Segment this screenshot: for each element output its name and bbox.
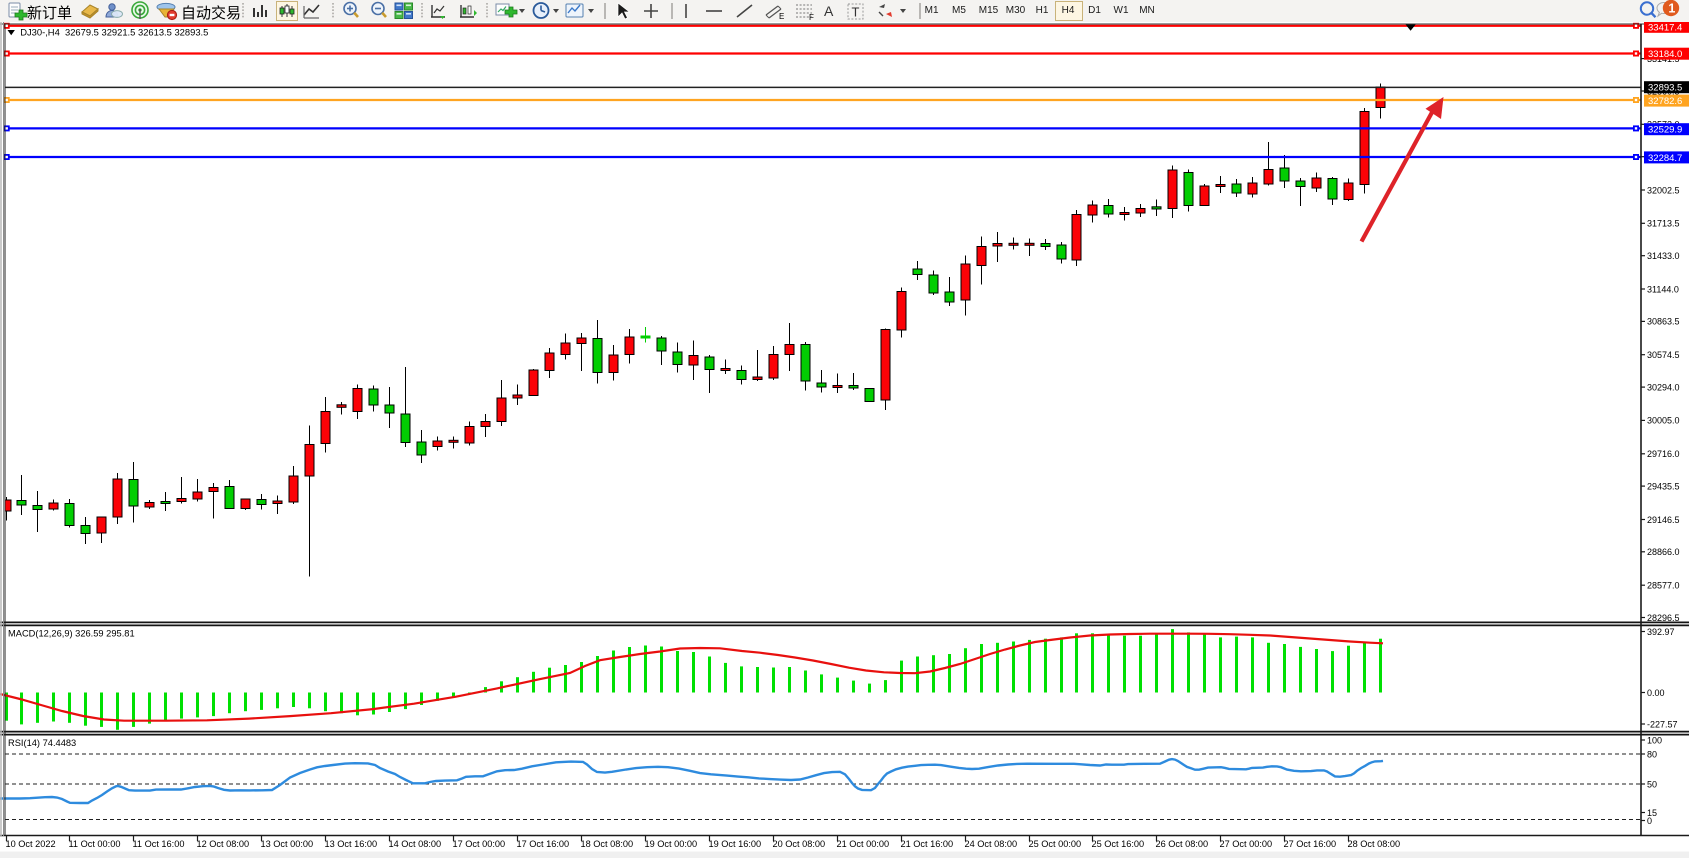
svg-text:80: 80 [1647, 749, 1657, 759]
svg-text:31713.5: 31713.5 [1647, 219, 1680, 229]
svg-text:21 Oct 16:00: 21 Oct 16:00 [901, 839, 954, 849]
svg-text:27 Oct 16:00: 27 Oct 16:00 [1284, 839, 1337, 849]
svg-text:24 Oct 08:00: 24 Oct 08:00 [965, 839, 1018, 849]
svg-text:DJ30-,H4 32679.5 32921.5 3261: DJ30-,H4 32679.5 32921.5 32613.5 32893.5 [20, 27, 208, 38]
svg-text:27 Oct 00:00: 27 Oct 00:00 [1220, 839, 1273, 849]
svg-text:A: A [824, 3, 834, 19]
svg-text:1: 1 [1668, 2, 1675, 16]
svg-text:28 Oct 08:00: 28 Oct 08:00 [1348, 839, 1401, 849]
svg-text:30005.0: 30005.0 [1647, 416, 1680, 426]
svg-text:50: 50 [1647, 779, 1657, 789]
svg-text:33417.4: 33417.4 [1648, 22, 1682, 33]
svg-text:33184.0: 33184.0 [1648, 49, 1682, 60]
svg-text:18 Oct 08:00: 18 Oct 08:00 [581, 839, 634, 849]
svg-text:14 Oct 08:00: 14 Oct 08:00 [389, 839, 442, 849]
svg-text:15: 15 [1647, 808, 1657, 818]
svg-text:28866.0: 28866.0 [1647, 547, 1680, 557]
svg-text:-227.57: -227.57 [1647, 719, 1678, 729]
svg-text:28577.0: 28577.0 [1647, 581, 1680, 591]
svg-text:MACD(12,26,9) 326.59 295.81: MACD(12,26,9) 326.59 295.81 [8, 629, 135, 639]
svg-text:31433.0: 31433.0 [1647, 251, 1680, 261]
svg-text:12 Oct 08:00: 12 Oct 08:00 [197, 839, 250, 849]
svg-text:19 Oct 00:00: 19 Oct 00:00 [645, 839, 698, 849]
svg-text:28296.5: 28296.5 [1647, 613, 1680, 623]
svg-text:32782.6: 32782.6 [1648, 96, 1682, 107]
svg-text:32284.7: 32284.7 [1648, 153, 1682, 164]
svg-text:31144.0: 31144.0 [1647, 284, 1679, 294]
svg-text:0.00: 0.00 [1647, 688, 1665, 698]
svg-text:17 Oct 16:00: 17 Oct 16:00 [517, 839, 570, 849]
svg-text:10 Oct 2022: 10 Oct 2022 [6, 839, 56, 849]
svg-text:25 Oct 16:00: 25 Oct 16:00 [1092, 839, 1145, 849]
svg-text:E: E [779, 12, 784, 21]
svg-text:29146.5: 29146.5 [1647, 515, 1680, 525]
svg-text:20 Oct 08:00: 20 Oct 08:00 [773, 839, 826, 849]
svg-text:32893.5: 32893.5 [1648, 83, 1682, 94]
svg-text:13 Oct 16:00: 13 Oct 16:00 [325, 839, 378, 849]
svg-text:RSI(14) 74.4483: RSI(14) 74.4483 [8, 738, 76, 748]
svg-text:21 Oct 00:00: 21 Oct 00:00 [837, 839, 890, 849]
svg-text:30863.5: 30863.5 [1647, 317, 1680, 327]
svg-text:392.97: 392.97 [1647, 627, 1675, 637]
svg-text:26 Oct 08:00: 26 Oct 08:00 [1156, 839, 1209, 849]
svg-text:100: 100 [1647, 735, 1662, 745]
svg-text:30294.0: 30294.0 [1647, 382, 1680, 392]
svg-text:29435.5: 29435.5 [1647, 481, 1680, 491]
svg-text:32529.9: 32529.9 [1648, 125, 1682, 136]
svg-text:30574.5: 30574.5 [1647, 350, 1680, 360]
svg-text:17 Oct 00:00: 17 Oct 00:00 [453, 839, 506, 849]
svg-text:25 Oct 00:00: 25 Oct 00:00 [1029, 839, 1082, 849]
svg-text:T: T [852, 5, 860, 20]
svg-text:11 Oct 16:00: 11 Oct 16:00 [133, 839, 185, 849]
svg-text:0: 0 [1647, 816, 1652, 826]
svg-text:11 Oct 00:00: 11 Oct 00:00 [69, 839, 121, 849]
svg-text:32002.5: 32002.5 [1647, 185, 1680, 195]
svg-text:29716.0: 29716.0 [1647, 449, 1680, 459]
svg-text:13 Oct 00:00: 13 Oct 00:00 [261, 839, 314, 849]
svg-text:F: F [809, 13, 814, 22]
svg-text:19 Oct 16:00: 19 Oct 16:00 [709, 839, 762, 849]
